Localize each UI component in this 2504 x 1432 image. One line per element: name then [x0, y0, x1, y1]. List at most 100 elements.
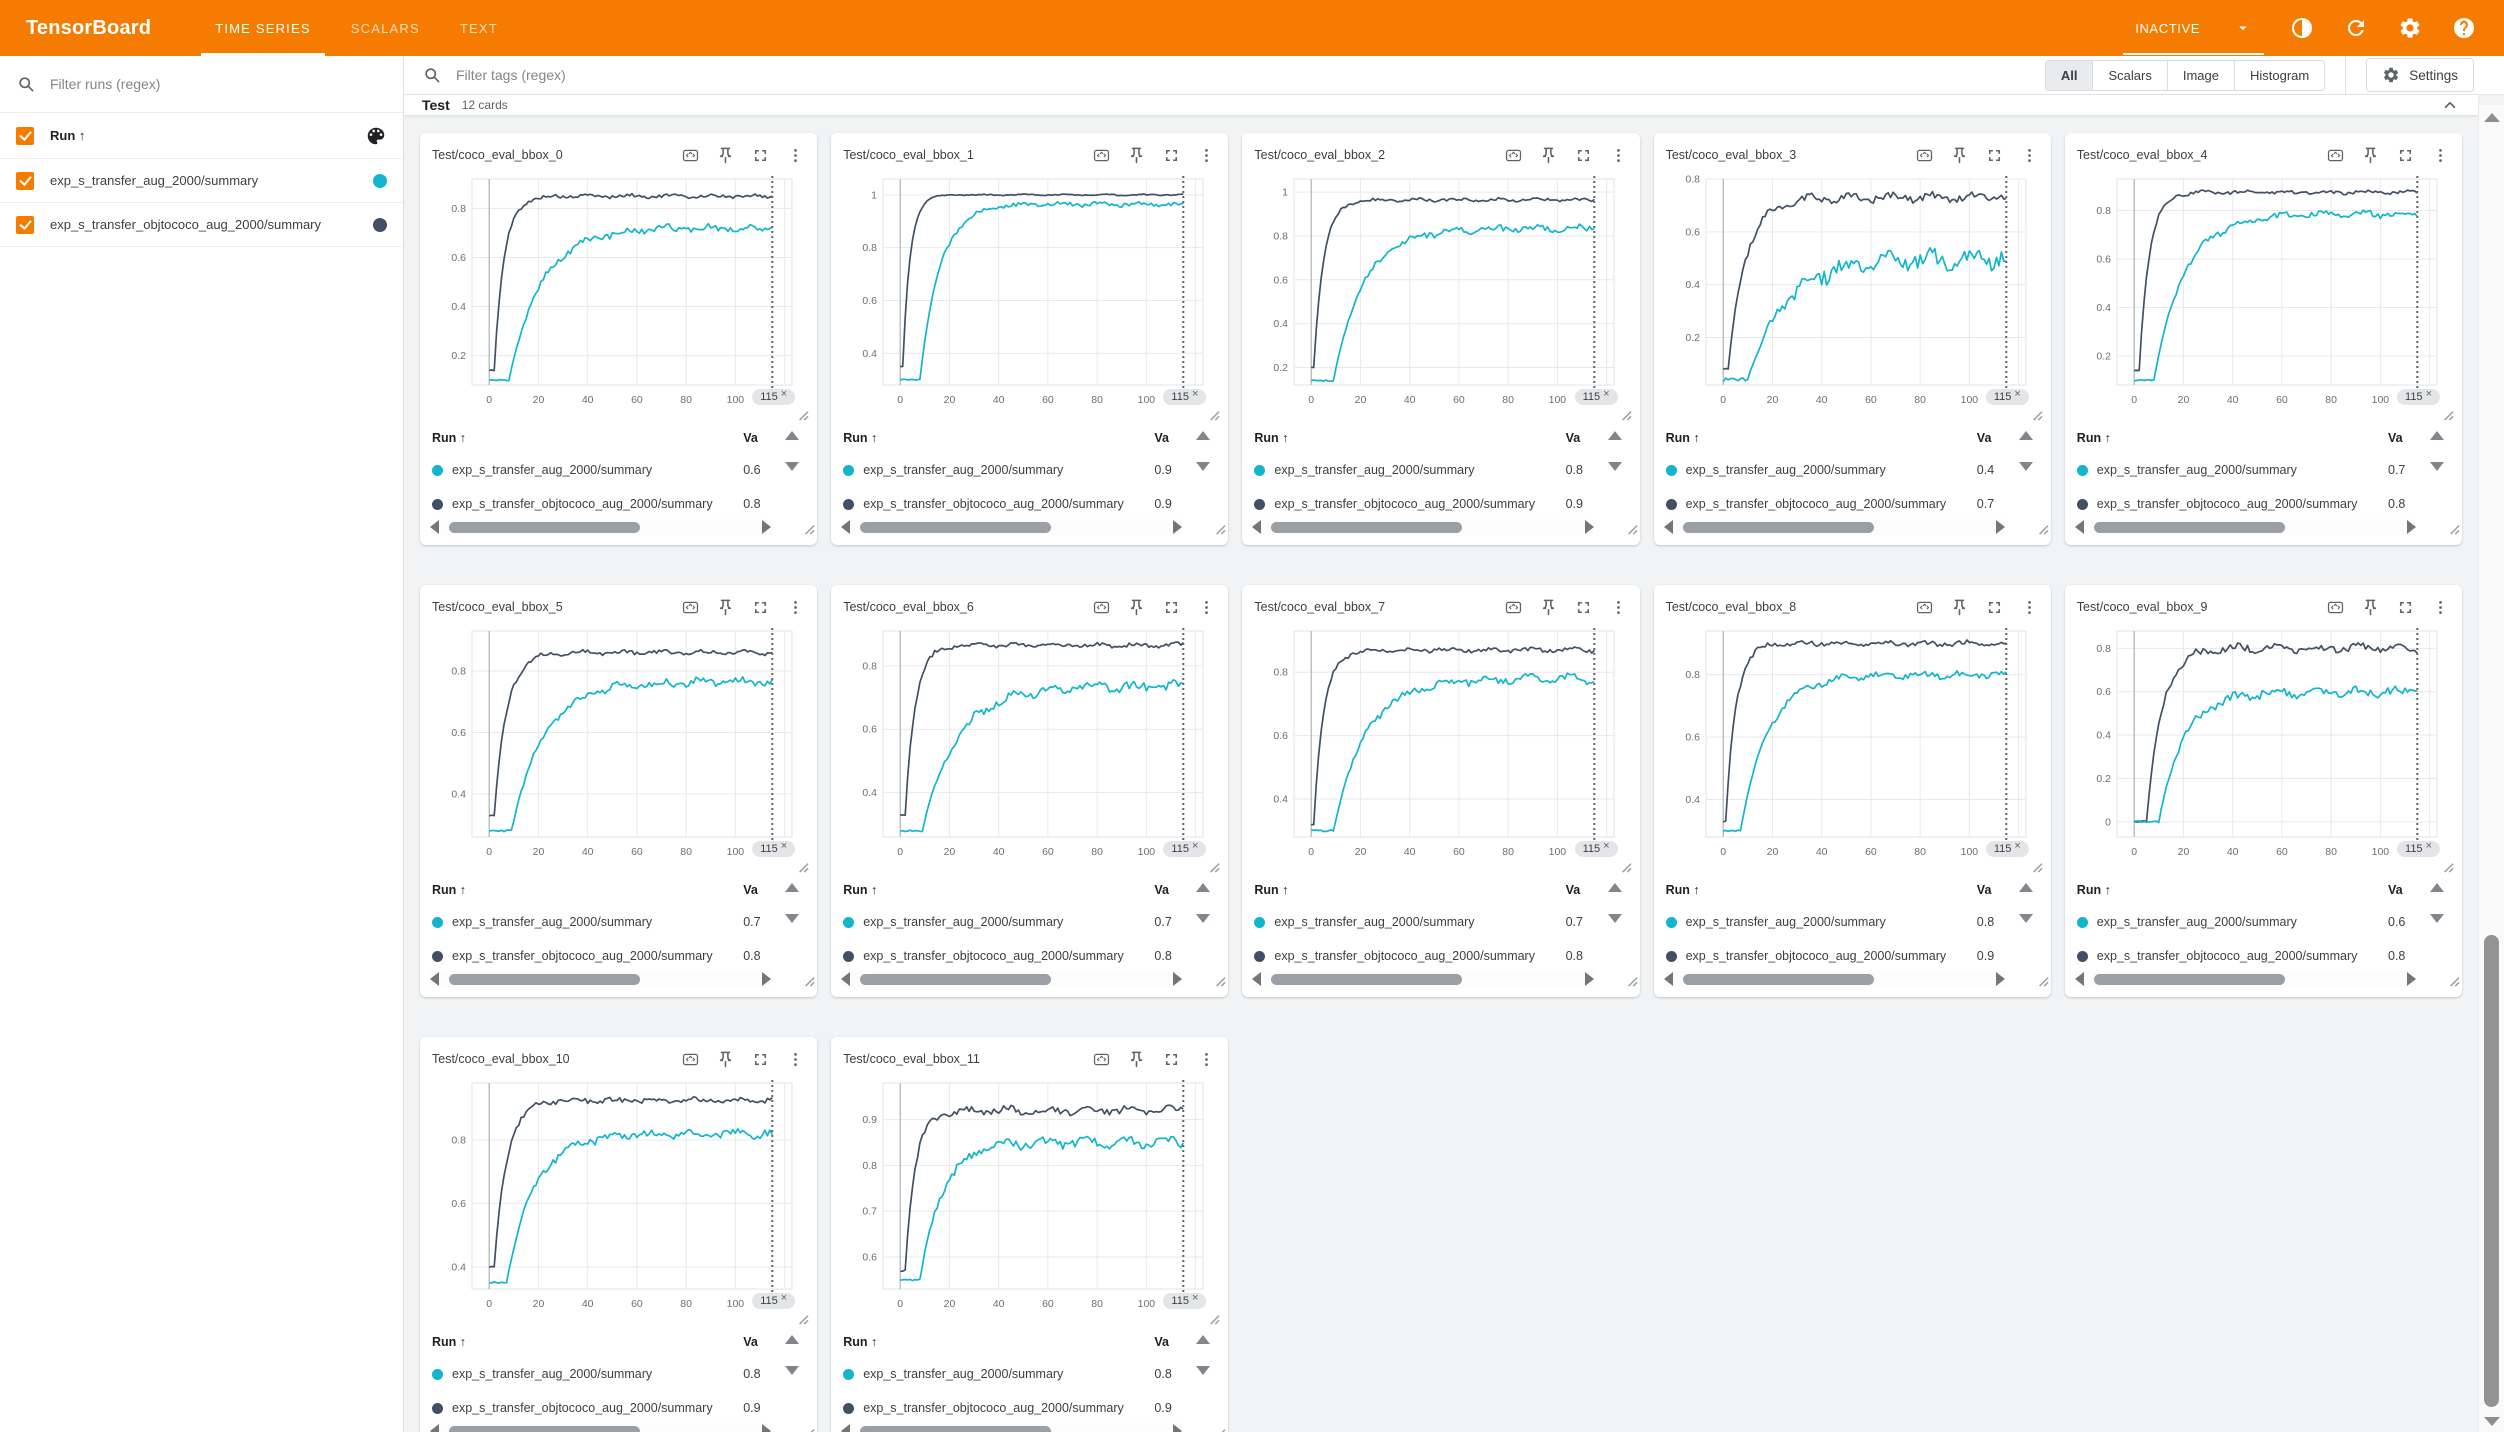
scroll-up-icon[interactable]: [2018, 431, 2033, 440]
pin-icon[interactable]: [1127, 598, 1146, 617]
resize-handle-icon[interactable]: [2028, 858, 2043, 873]
fullscreen-icon[interactable]: [1162, 1050, 1181, 1069]
line-chart[interactable]: 0.6 0.7 0.8 0.9 0 20 40 60 80 100 115 ×: [843, 1073, 1216, 1325]
scroll-right-icon[interactable]: [762, 972, 772, 986]
scroll-down-icon[interactable]: [2018, 462, 2033, 471]
scroll-left-icon[interactable]: [430, 520, 439, 534]
fullscreen-icon[interactable]: [1574, 598, 1593, 617]
value-column-header[interactable]: Va: [1976, 431, 1992, 445]
tab-time-series[interactable]: TIME SERIES: [195, 0, 331, 56]
fit-domain-icon[interactable]: [1092, 146, 1111, 165]
step-selector-chip[interactable]: 115 ×: [1163, 388, 1207, 405]
more-options-icon[interactable]: [1197, 1050, 1216, 1069]
fullscreen-icon[interactable]: [2396, 146, 2415, 165]
resize-handle-icon[interactable]: [794, 406, 809, 421]
pin-icon[interactable]: [1950, 146, 1969, 165]
close-icon[interactable]: ×: [1191, 1292, 1199, 1304]
scrollbar-thumb[interactable]: [2093, 521, 2285, 533]
scroll-right-icon[interactable]: [1995, 972, 2005, 986]
scroll-down-icon[interactable]: [1196, 914, 1211, 923]
reload-status-dropdown[interactable]: INACTIVE: [2123, 0, 2264, 56]
close-icon[interactable]: ×: [2014, 388, 2021, 400]
pin-icon[interactable]: [1539, 598, 1558, 617]
close-icon[interactable]: ×: [2425, 840, 2432, 852]
run-column-header[interactable]: Run ↑: [50, 128, 86, 143]
run-column-header[interactable]: Run ↑: [1665, 883, 1700, 897]
tab-scalars[interactable]: SCALARS: [350, 20, 420, 36]
more-options-icon[interactable]: [1197, 598, 1216, 617]
scroll-left-icon[interactable]: [1252, 520, 1262, 534]
horizontal-scrollbar[interactable]: [1663, 971, 2005, 987]
more-options-icon[interactable]: [2020, 146, 2039, 165]
resize-handle-icon[interactable]: [1205, 858, 1220, 873]
resize-handle-icon[interactable]: [794, 858, 809, 873]
scroll-right-icon[interactable]: [1173, 520, 1183, 534]
resize-handle-icon[interactable]: [2445, 972, 2460, 987]
horizontal-scrollbar[interactable]: [841, 519, 1183, 535]
line-chart[interactable]: 0.4 0.6 0.8 1 0 20 40 60 80 100 115 ×: [843, 169, 1216, 421]
scroll-up-icon[interactable]: [785, 1335, 800, 1344]
line-chart[interactable]: 0 0.2 0.4 0.6 0.8 0 20 40 60 80 100 115 ×: [2077, 621, 2450, 873]
pin-icon[interactable]: [2361, 146, 2380, 165]
scroll-down-icon[interactable]: [1607, 462, 1622, 471]
value-column-header[interactable]: Va: [1154, 431, 1169, 445]
dark-mode-toggle-icon[interactable]: [2290, 16, 2314, 40]
scroll-up-icon[interactable]: [1607, 883, 1622, 892]
more-options-icon[interactable]: [786, 598, 805, 617]
scroll-down-icon[interactable]: [2018, 914, 2033, 923]
scroll-down-icon[interactable]: [785, 1366, 800, 1375]
fullscreen-icon[interactable]: [751, 1050, 770, 1069]
pin-icon[interactable]: [716, 598, 735, 617]
line-chart[interactable]: 0.4 0.6 0.8 0 20 40 60 80 100 115 ×: [1666, 621, 2039, 873]
scroll-up-icon[interactable]: [785, 431, 800, 440]
scroll-up-icon[interactable]: [1196, 1335, 1211, 1344]
close-icon[interactable]: ×: [2425, 388, 2432, 400]
scroll-left-icon[interactable]: [2074, 520, 2084, 534]
step-selector-chip[interactable]: 115 ×: [2397, 840, 2440, 857]
run-column-header[interactable]: Run ↑: [432, 431, 467, 445]
step-selector-chip[interactable]: 115 ×: [1163, 840, 1207, 857]
fit-domain-icon[interactable]: [1092, 1050, 1111, 1069]
resize-handle-icon[interactable]: [1211, 972, 1226, 987]
resize-handle-icon[interactable]: [800, 1424, 815, 1432]
resize-handle-icon[interactable]: [2439, 858, 2454, 873]
scroll-right-icon[interactable]: [2407, 520, 2416, 534]
fullscreen-icon[interactable]: [1574, 146, 1593, 165]
scroll-up-icon[interactable]: [2484, 113, 2500, 122]
scroll-down-icon[interactable]: [2484, 1417, 2500, 1426]
close-icon[interactable]: ×: [780, 840, 788, 852]
page-scrollbar[interactable]: [2478, 105, 2504, 1432]
fullscreen-icon[interactable]: [1162, 146, 1181, 165]
resize-handle-icon[interactable]: [2445, 520, 2460, 535]
scroll-up-icon[interactable]: [785, 883, 800, 892]
fullscreen-icon[interactable]: [751, 146, 770, 165]
scroll-down-icon[interactable]: [1607, 914, 1622, 923]
scrollbar-thumb[interactable]: [1271, 973, 1463, 985]
scroll-right-icon[interactable]: [762, 520, 772, 534]
palette-icon[interactable]: [365, 125, 387, 147]
run-column-header[interactable]: Run ↑: [2076, 883, 2111, 897]
scroll-right-icon[interactable]: [1584, 972, 1594, 986]
run-color-dot[interactable]: [373, 217, 387, 232]
scrollbar-thumb[interactable]: [1271, 521, 1463, 533]
scroll-up-icon[interactable]: [2430, 431, 2444, 440]
fullscreen-icon[interactable]: [2396, 598, 2415, 617]
scroll-up-icon[interactable]: [1196, 883, 1211, 892]
horizontal-scrollbar[interactable]: [430, 1423, 772, 1432]
resize-handle-icon[interactable]: [1205, 1310, 1220, 1325]
resize-handle-icon[interactable]: [1211, 520, 1226, 535]
horizontal-scrollbar[interactable]: [1663, 519, 2005, 535]
scroll-left-icon[interactable]: [841, 520, 851, 534]
step-selector-chip[interactable]: 115 ×: [1574, 840, 1618, 857]
scroll-left-icon[interactable]: [1252, 972, 1262, 986]
resize-handle-icon[interactable]: [800, 520, 815, 535]
more-options-icon[interactable]: [786, 146, 805, 165]
resize-handle-icon[interactable]: [2028, 406, 2043, 421]
value-column-header[interactable]: Va: [1976, 883, 1992, 897]
value-column-header[interactable]: Va: [1154, 883, 1169, 897]
scroll-left-icon[interactable]: [841, 972, 851, 986]
pin-icon[interactable]: [716, 1050, 735, 1069]
resize-handle-icon[interactable]: [1617, 858, 1632, 873]
pin-icon[interactable]: [1539, 146, 1558, 165]
close-icon[interactable]: ×: [2014, 840, 2021, 852]
